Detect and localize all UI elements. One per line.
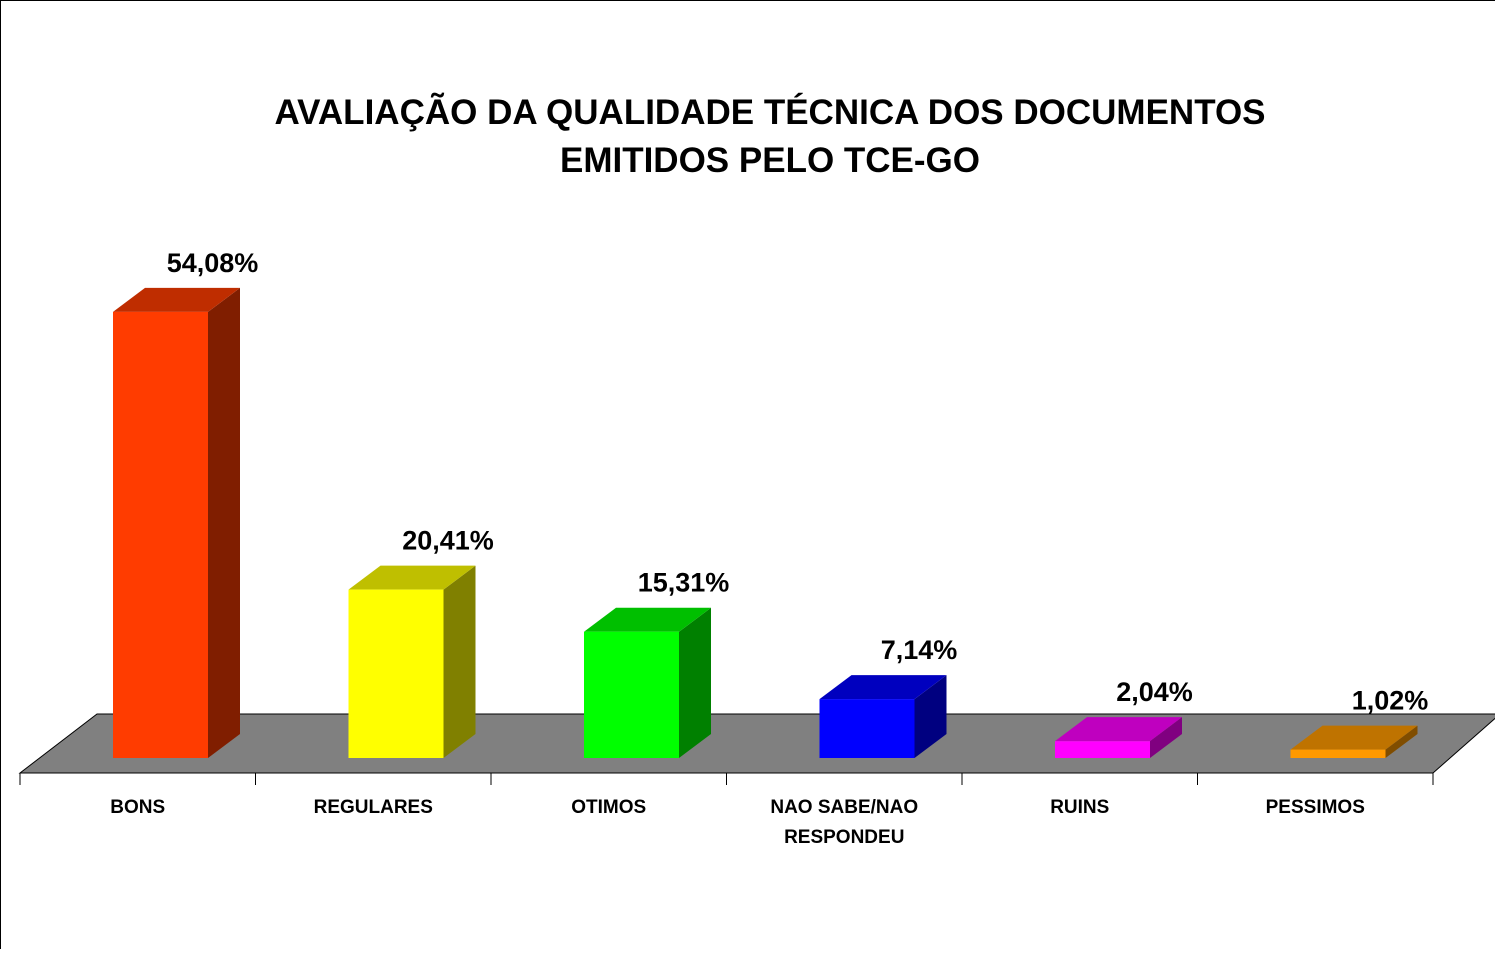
bar-front: [1055, 741, 1150, 758]
x-tick-label: REGULARES: [314, 797, 433, 818]
chart-title: AVALIAÇÃO DA QUALIDADE TÉCNICA DOS DOCUM…: [274, 92, 1265, 132]
bar-side: [444, 566, 476, 758]
bar-side: [208, 288, 240, 758]
x-tick-label: RUINS: [1050, 797, 1109, 818]
bar: [584, 608, 711, 758]
bar-side: [679, 608, 711, 758]
x-tick-label: PESSIMOS: [1266, 797, 1365, 818]
bar-front: [584, 632, 679, 758]
value-label: 1,02%: [1352, 686, 1429, 716]
chart-title: EMITIDOS PELO TCE-GO: [560, 141, 980, 180]
value-label: 15,31%: [638, 568, 730, 598]
bar: [113, 288, 240, 758]
value-label: 2,04%: [1116, 677, 1193, 707]
bar-front: [113, 312, 208, 758]
bar-front: [349, 590, 444, 758]
x-tick-label: BONS: [110, 797, 165, 818]
x-tick-label: OTIMOS: [571, 797, 646, 818]
value-label: 7,14%: [881, 635, 958, 665]
bar: [820, 675, 947, 758]
value-label: 20,41%: [402, 526, 494, 556]
floor: [20, 714, 1495, 773]
bar-front: [820, 699, 915, 758]
bar: [349, 566, 476, 758]
value-label: 54,08%: [167, 248, 259, 278]
bar-front: [1291, 750, 1386, 758]
